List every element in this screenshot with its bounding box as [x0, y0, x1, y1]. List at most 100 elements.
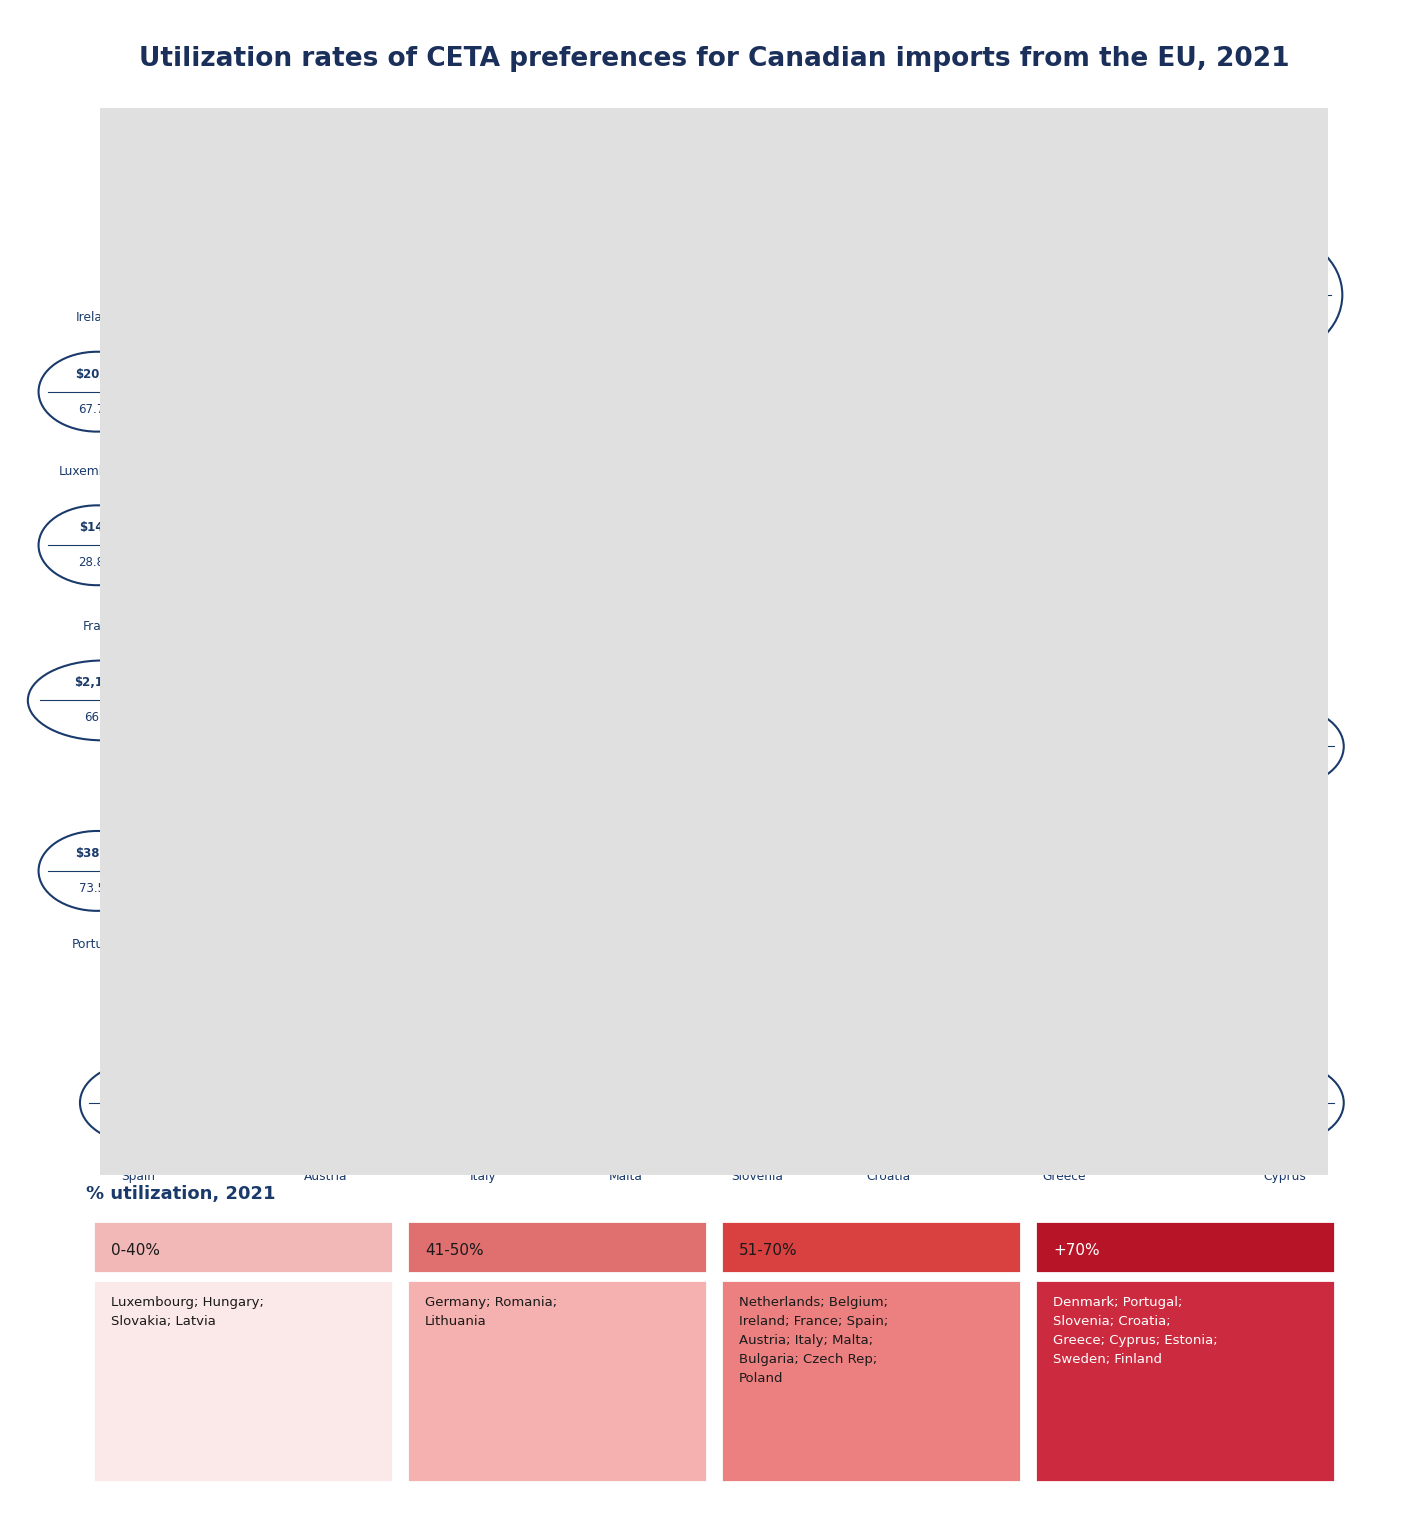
FancyBboxPatch shape: [93, 1221, 393, 1272]
Text: 41-50%: 41-50%: [426, 1243, 484, 1258]
FancyBboxPatch shape: [0, 0, 1428, 1496]
Text: Czech
Republic: Czech Republic: [1241, 352, 1292, 379]
Ellipse shape: [1200, 233, 1342, 356]
Text: Netherlands; Belgium;
Ireland; France; Spain;
Austria; Italy; Malta;
Bulgaria; C: Netherlands; Belgium; Ireland; France; S…: [740, 1296, 888, 1384]
Text: Austria: Austria: [304, 1170, 347, 1183]
Text: 70.5%: 70.5%: [738, 1114, 775, 1127]
Text: $378M: $378M: [1244, 590, 1289, 604]
Text: $112M: $112M: [771, 167, 814, 181]
Text: Utilization rates of CETA preferences for Canadian imports from the EU, 2021: Utilization rates of CETA preferences fo…: [139, 46, 1289, 72]
Ellipse shape: [498, 167, 615, 247]
Ellipse shape: [1227, 1063, 1344, 1143]
Text: 86.5%: 86.5%: [870, 1114, 907, 1127]
Ellipse shape: [39, 352, 156, 432]
FancyBboxPatch shape: [407, 1221, 707, 1272]
Text: 51.9%: 51.9%: [307, 1114, 344, 1127]
Text: Denmark; Portugal;
Slovenia; Croatia;
Greece; Cyprus; Estonia;
Sweden; Finland: Denmark; Portugal; Slovenia; Croatia; Gr…: [1054, 1296, 1218, 1366]
Ellipse shape: [39, 505, 156, 585]
Ellipse shape: [1208, 399, 1325, 479]
Ellipse shape: [1084, 547, 1201, 627]
Text: Italy: Italy: [470, 1170, 496, 1183]
Text: 48.0%: 48.0%: [950, 487, 987, 501]
Text: $31M: $31M: [870, 1078, 907, 1092]
Text: $2M: $2M: [611, 1078, 640, 1092]
Ellipse shape: [1005, 1063, 1122, 1143]
Text: 79.0%: 79.0%: [1045, 1114, 1082, 1127]
Ellipse shape: [408, 1063, 557, 1143]
Text: 62.1%: 62.1%: [120, 1114, 157, 1127]
Text: Poland: Poland: [1087, 372, 1127, 384]
Text: Romania: Romania: [1258, 667, 1312, 679]
Text: imports, $M: imports, $M: [1238, 278, 1304, 287]
Text: 67.7%: 67.7%: [79, 402, 116, 416]
Text: 28.0%: 28.0%: [1248, 625, 1285, 639]
Text: Germany; Romania;
Lithuania: Germany; Romania; Lithuania: [426, 1296, 557, 1327]
Text: Hungary: Hungary: [1241, 535, 1292, 547]
Text: 99.3%: 99.3%: [1267, 1114, 1304, 1127]
Ellipse shape: [955, 167, 1072, 247]
Text: Slovakia: Slovakia: [1117, 507, 1168, 519]
Text: Sweden: Sweden: [875, 120, 924, 132]
Text: 40.2%: 40.2%: [1267, 757, 1304, 771]
Text: France: France: [83, 621, 123, 633]
Text: $163M: $163M: [534, 183, 580, 197]
Text: 63.3%: 63.3%: [1248, 450, 1285, 464]
Text: 63.9%: 63.9%: [607, 1114, 644, 1127]
Text: Portugal: Portugal: [71, 938, 123, 951]
Text: $14M: $14M: [79, 521, 116, 535]
Text: $921M: $921M: [116, 1078, 161, 1092]
Ellipse shape: [380, 293, 528, 373]
Text: Lithuania: Lithuania: [940, 396, 997, 409]
Text: Spain: Spain: [121, 1170, 156, 1183]
Text: $523M: $523M: [1084, 427, 1130, 441]
Text: Latvia: Latvia: [864, 359, 901, 372]
Text: $131M: $131M: [1042, 1078, 1085, 1092]
Text: 61.7%: 61.7%: [260, 418, 297, 432]
Ellipse shape: [830, 1063, 947, 1143]
Text: Slovenia: Slovenia: [731, 1170, 783, 1183]
Text: $54M: $54M: [1124, 848, 1161, 862]
Ellipse shape: [1227, 707, 1344, 786]
Text: 77.5%: 77.5%: [538, 218, 575, 232]
Text: Luxembourg; Hungary;
Slovakia; Latvia: Luxembourg; Hungary; Slovakia; Latvia: [111, 1296, 264, 1327]
Ellipse shape: [1084, 833, 1201, 912]
Text: $366M: $366M: [877, 175, 922, 189]
Text: Netherlands: Netherlands: [277, 120, 351, 132]
Text: 28.8%: 28.8%: [79, 556, 116, 570]
Text: 39.8%: 39.8%: [864, 450, 901, 464]
Text: Malta: Malta: [608, 1170, 643, 1183]
Ellipse shape: [698, 1063, 815, 1143]
Ellipse shape: [39, 831, 156, 911]
FancyBboxPatch shape: [721, 1221, 1021, 1272]
Text: 66.1%: 66.1%: [84, 711, 121, 725]
FancyBboxPatch shape: [407, 1281, 707, 1482]
Ellipse shape: [256, 160, 373, 240]
Text: % utilization, 2021: % utilization, 2021: [86, 1184, 276, 1203]
Ellipse shape: [824, 399, 941, 479]
Text: Finland: Finland: [771, 112, 814, 124]
FancyBboxPatch shape: [1035, 1221, 1335, 1272]
Text: Denmark: Denmark: [528, 127, 585, 140]
Text: 0-40%: 0-40%: [111, 1243, 160, 1258]
Text: Croatia: Croatia: [867, 1170, 910, 1183]
Ellipse shape: [910, 436, 1027, 516]
Text: $62M: $62M: [950, 452, 987, 465]
Ellipse shape: [220, 367, 337, 447]
Ellipse shape: [267, 1063, 384, 1143]
Text: $27M: $27M: [995, 183, 1032, 197]
Text: Germany: Germany: [426, 253, 483, 266]
Text: $636M: $636M: [1120, 562, 1165, 576]
Text: $2M: $2M: [1271, 1078, 1299, 1092]
Text: Luxembourg: Luxembourg: [59, 465, 136, 478]
Text: Affected: Affected: [1248, 255, 1294, 266]
Text: $429M: $429M: [1262, 722, 1308, 736]
FancyBboxPatch shape: [721, 1281, 1021, 1482]
Text: +70%: +70%: [1054, 1243, 1100, 1258]
Ellipse shape: [27, 660, 177, 740]
Text: 60.9%: 60.9%: [296, 210, 333, 224]
Text: 73.5%: 73.5%: [79, 882, 116, 895]
Ellipse shape: [1048, 412, 1165, 492]
Text: rate (%): rate (%): [1248, 324, 1294, 335]
Text: $175M: $175M: [1244, 415, 1289, 429]
Text: $4,412M: $4,412M: [426, 309, 483, 323]
